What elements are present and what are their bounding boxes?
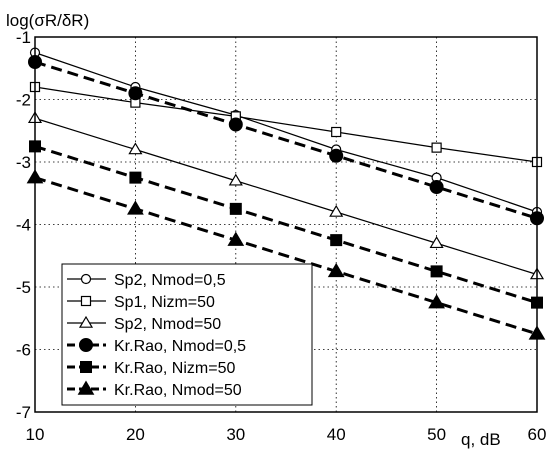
y-tick-label: -5: [16, 278, 31, 297]
y-tick-label: -2: [16, 91, 31, 110]
data-point: [429, 236, 444, 249]
data-point: [127, 200, 144, 215]
legend-marker: [77, 380, 95, 395]
data-point: [327, 262, 345, 278]
legend-marker: [80, 361, 92, 373]
y-tick-label: -1: [16, 28, 31, 47]
legend-marker: [78, 315, 94, 328]
y-tick-label: -3: [16, 153, 31, 172]
legend-label: Kr.Rao, Nizm=50: [114, 360, 235, 377]
data-point: [128, 86, 143, 101]
x-tick-label: 10: [26, 425, 45, 444]
data-point: [229, 202, 242, 215]
data-point: [429, 180, 444, 194]
series-line: [34, 144, 538, 305]
legend-marker: [80, 295, 92, 307]
data-point: [428, 294, 445, 309]
series-3: [27, 111, 545, 280]
y-tick-label: -7: [16, 403, 31, 422]
data-point: [431, 142, 442, 153]
y-tick-label: -4: [16, 216, 31, 235]
data-point: [430, 265, 443, 278]
y-axis-title: log(σR/δR): [6, 11, 89, 30]
series-line: [34, 60, 538, 220]
data-point: [227, 231, 245, 246]
data-point: [329, 204, 344, 217]
series-line: [34, 117, 538, 276]
legend-marker: [79, 338, 93, 352]
legend-marker: [80, 273, 92, 285]
x-tick-label: 50: [427, 425, 446, 444]
series-line: [34, 86, 538, 163]
plot-frame: [34, 36, 538, 413]
legend-label: Sp1, Nizm=50: [114, 294, 215, 311]
x-axis-title: q, dB: [461, 430, 501, 449]
series-line: [34, 176, 538, 336]
data-point: [329, 148, 344, 163]
legend-box: [61, 263, 313, 406]
x-tick-label: 20: [126, 425, 145, 444]
series-line: [34, 52, 538, 213]
data-point: [331, 126, 342, 138]
data-point: [128, 142, 143, 155]
legend-label: Kr.Rao, Nmod=0,5: [114, 338, 246, 355]
x-tick-label: 60: [528, 425, 547, 444]
legend-label: Sp2, Nmod=50: [114, 316, 221, 333]
data-point: [330, 234, 343, 247]
data-point: [228, 117, 243, 132]
y-tick-label: -6: [16, 341, 31, 360]
legend-label: Sp2, Nmod=0,5: [114, 272, 226, 289]
x-tick-label: 40: [327, 425, 346, 444]
ticks-layer: 10 20 30 40 50 60 -1 -2 -3 -4 -5 -6 -7: [16, 28, 547, 444]
legend: Sp2, Nmod=0,5 Sp1, Nizm=50 Sp2, Nmod=50 Kr.…: [61, 263, 313, 406]
data-point: [129, 171, 142, 184]
x-tick-label: 30: [226, 425, 245, 444]
legend-label: Kr.Rao, Nmod=50: [114, 382, 242, 399]
data-point: [228, 173, 243, 186]
